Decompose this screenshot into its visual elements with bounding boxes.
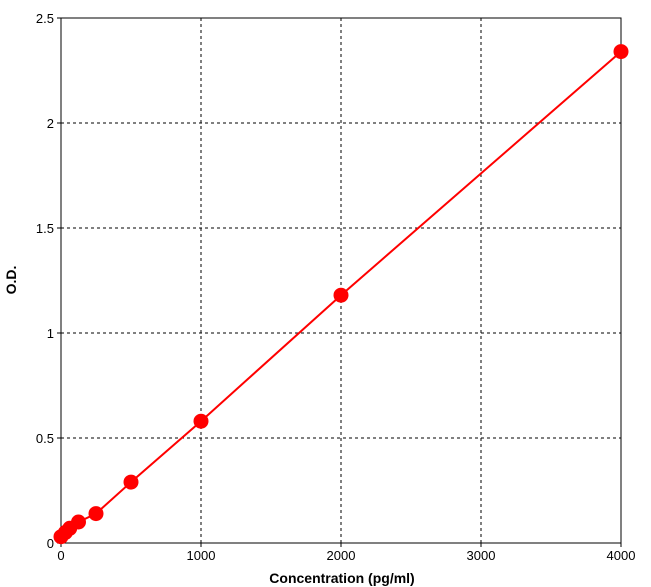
series-layer <box>53 44 629 545</box>
y-tick-label: 2 <box>47 116 54 131</box>
data-point <box>123 474 139 490</box>
tick-layer: 0 1000 2000 3000 4000 0 0.5 1 1.5 2 2.5 <box>36 11 636 563</box>
grid-layer <box>61 18 621 543</box>
x-tick-label: 1000 <box>187 548 216 563</box>
y-tick-label: 1 <box>47 326 54 341</box>
data-point <box>613 44 629 60</box>
data-point <box>193 413 209 429</box>
y-axis-title: O.D. <box>3 266 19 295</box>
data-point <box>88 506 104 522</box>
x-tick-label: 0 <box>57 548 64 563</box>
x-tick-label: 3000 <box>467 548 496 563</box>
x-tick-label: 4000 <box>607 548 636 563</box>
x-tick-label: 2000 <box>327 548 356 563</box>
y-tick-label: 2.5 <box>36 11 54 26</box>
data-point <box>71 514 86 530</box>
data-point <box>333 287 349 303</box>
x-axis-title: Concentration (pg/ml) <box>269 570 414 586</box>
y-tick-label: 0 <box>47 536 54 551</box>
y-tick-label: 0.5 <box>36 431 54 446</box>
y-tick-label: 1.5 <box>36 221 54 236</box>
